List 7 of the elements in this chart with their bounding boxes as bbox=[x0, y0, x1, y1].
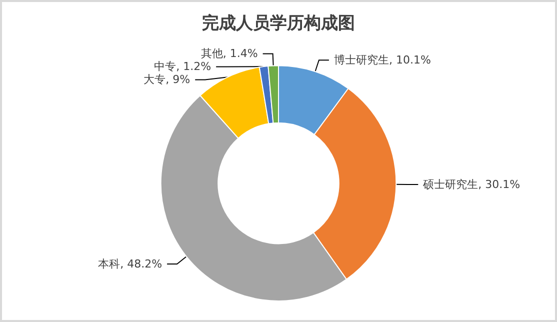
slice-label: 博士研究生, 10.1% bbox=[334, 54, 431, 67]
slice-label: 硕士研究生, 30.1% bbox=[422, 178, 520, 191]
slice-label: 本科, 48.2% bbox=[98, 258, 162, 271]
chart-title: 完成人员学历构成图 bbox=[202, 14, 355, 34]
slice-label: 其他, 1.4% bbox=[200, 47, 258, 60]
slice-label: 中专, 1.2% bbox=[154, 60, 212, 74]
slice-label: 大专, 9% bbox=[144, 73, 190, 86]
